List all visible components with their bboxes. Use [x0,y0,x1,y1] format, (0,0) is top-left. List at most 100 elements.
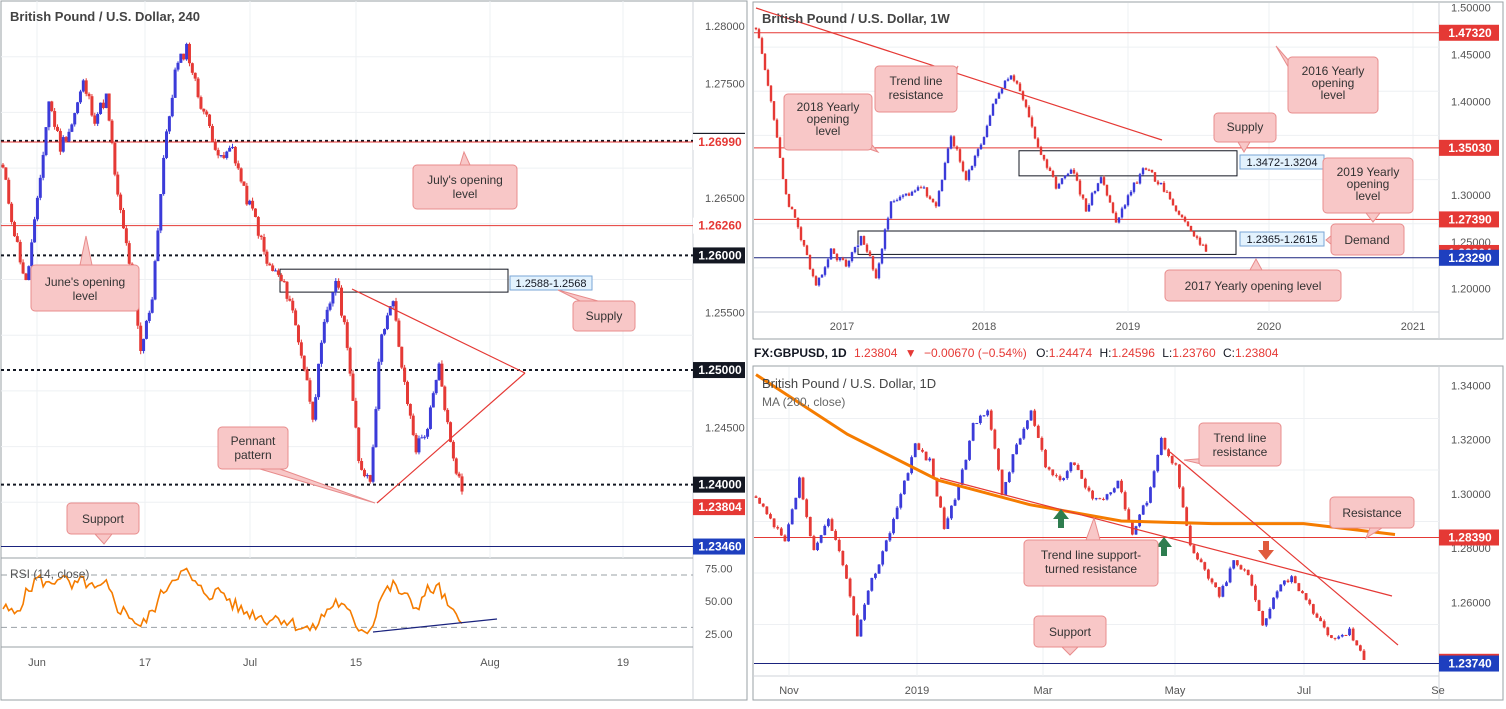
candle-body [1051,170,1055,177]
candle-body [403,367,407,382]
y-tick-label: 1.30000 [1451,190,1491,202]
x-tick-label: 17 [139,657,151,669]
d1-price-axis[interactable]: 1.34000 1.32000 1.30000 1.28000 1.26000 [1451,380,1491,609]
d1-time-axis[interactable]: Nov 2019 Mar May Jul Se [779,685,1445,697]
candle-body [144,320,148,339]
callout-junes-opening-level[interactable]: June's opening level [30,235,140,312]
candle-body [1111,202,1115,213]
candle-body [892,201,896,203]
h4-time-axis[interactable]: Jun 17 Jul 15 Aug 19 [28,657,629,669]
candle-body [916,187,920,191]
candle-body [884,540,888,552]
w1-time-axis[interactable]: 2017 2018 2019 2020 2021 [830,321,1425,333]
callout-d1-trend-line-resistance[interactable]: Trend line resistance [1183,422,1282,467]
callout-trend-support-turned-resistance[interactable]: Trend line support-turned resistance [1023,516,1159,587]
candle-body [1225,582,1228,586]
h4-pennant-lower-line[interactable] [376,372,526,504]
candle-body [1000,469,1004,496]
x-tick-label: Nov [779,685,799,697]
h4-zone-label-text: 1.2588-1.2568 [516,278,587,290]
candle-body [964,171,968,181]
candle-body [340,287,344,316]
d1-trend-line-resistance[interactable] [1169,451,1399,646]
candle-body [136,303,140,326]
w1-supply-zone-box[interactable] [1018,150,1238,177]
candle-body [420,437,424,439]
callout-2016-yearly-opening[interactable]: 2016 Yearly opening level [1275,45,1379,114]
candle-body [1066,173,1070,176]
candle-body [986,410,990,416]
candle-body [1065,471,1069,479]
candle-body [1096,183,1100,192]
rsi-divergence-line[interactable] [372,618,498,633]
candle-body [216,149,220,156]
candle-body [830,519,834,531]
candle-body [1183,217,1187,222]
candle-body [1147,169,1151,171]
d1-trend-line-support-turned-resistance[interactable] [939,477,1393,597]
candle-body [173,69,177,98]
callout-h4-support-text: Support [82,512,125,526]
candle-body [754,496,758,498]
candle-body [776,527,780,529]
candle-body [946,518,950,529]
candle-body [852,596,856,616]
callout-w1-trend-line-resistance[interactable]: Trend line resistance [874,65,959,113]
callout-julys-opening-level[interactable]: July's opening level [412,150,518,210]
price-tag-box [1439,139,1499,156]
candle-body [162,157,166,195]
candle-body [787,524,790,542]
callout-junes-line1: June's opening [45,275,125,289]
candle-body [1181,487,1185,508]
h4-chart-title: British Pound / U.S. Dollar, 240 [10,9,200,24]
w1-price-axis[interactable]: 1.500001.450001.400001.300001.250001.200… [1451,3,1491,296]
callout-2016-text: 2016 Yearly opening level [1302,64,1365,102]
candle-body [1210,578,1214,583]
ohlc-high-label: H: [1100,346,1112,360]
candle-body [193,72,197,79]
price-tag-box [693,538,745,555]
callout-d1-support[interactable]: Support [1033,615,1107,656]
h4-price-axis[interactable]: 1.28000 1.27500 1.26500 1.25500 1.24500 [705,21,745,434]
x-tick-label: 2020 [1257,321,1281,333]
callout-2019-line1: 2019 Yearly [1337,165,1400,179]
candle-body [1152,471,1156,488]
candle-body [1168,191,1172,200]
callout-h4-supply[interactable]: Supply [557,289,636,332]
candle-body [848,578,852,597]
h4-pennant-upper-line[interactable] [351,288,526,374]
price-tag-label: 1.26990 [698,135,742,149]
candle-body [837,539,841,551]
callout-demand[interactable]: Demand [1325,223,1405,256]
price-tag-label: 1.25000 [698,363,742,377]
candle-body [812,536,816,551]
callout-2018-yearly-opening[interactable]: 2018 Yearly opening level [783,93,880,154]
ohlc-close: 1.23804 [1235,346,1279,360]
candle-body [345,322,349,348]
candle-body [385,315,389,330]
candle-body [274,270,278,272]
y-tick-label: 1.26000 [1451,597,1491,609]
candle-body [808,516,812,537]
w1-demand-zone-box[interactable] [857,230,1237,255]
candle-body [1116,480,1120,489]
candle-body [282,280,286,282]
candle-body [946,148,950,163]
callout-d1-resistance[interactable]: Resistance [1329,496,1415,540]
candle-body [1358,645,1362,651]
candle-body [1203,562,1207,570]
w1-trend-line-resistance[interactable] [755,7,1163,141]
price-tag-box [693,217,745,234]
callout-2019-yearly-opening[interactable]: 2019 Yearly opening level [1322,157,1414,223]
candle-body [35,197,39,220]
callout-2017-yearly-opening[interactable]: 2017 Yearly opening level [1164,257,1342,302]
callout-w1-supply[interactable]: Supply [1213,112,1277,153]
candle-body [757,29,761,39]
callout-h4-support[interactable]: Support [66,502,140,545]
candle-body [991,103,995,116]
x-tick-label: Se [1431,685,1444,697]
callout-pennant-pattern[interactable]: Pennant pattern [217,426,376,504]
price-tag-label: 1.26000 [698,248,742,262]
